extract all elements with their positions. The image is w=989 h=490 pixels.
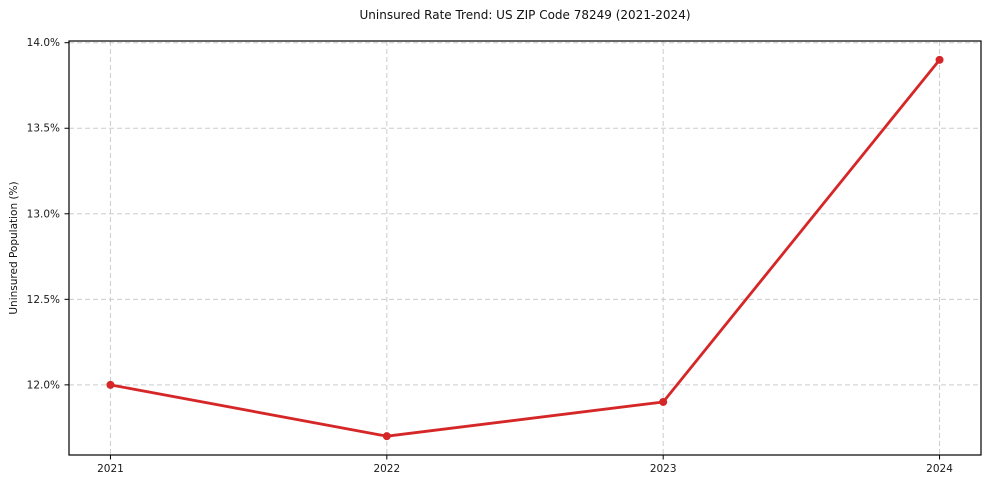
x-tick-label: 2024: [926, 463, 953, 475]
chart-title: Uninsured Rate Trend: US ZIP Code 78249 …: [359, 8, 691, 22]
data-point-marker: [659, 397, 668, 406]
y-tick-label: 13.0%: [27, 208, 60, 220]
y-tick-label: 12.5%: [27, 294, 60, 306]
y-tick-label: 14.0%: [27, 37, 60, 49]
x-tick-label: 2022: [373, 463, 400, 475]
x-tick-label: 2023: [650, 463, 677, 475]
x-tick-label: 2021: [97, 463, 124, 475]
plot-border: [68, 40, 982, 456]
data-point-marker: [106, 380, 115, 389]
y-tick-label: 12.0%: [27, 379, 60, 391]
y-tick-label: 13.5%: [27, 123, 60, 135]
data-point-marker: [935, 55, 944, 64]
trend-line: [109, 58, 941, 438]
data-point-marker: [382, 432, 391, 441]
